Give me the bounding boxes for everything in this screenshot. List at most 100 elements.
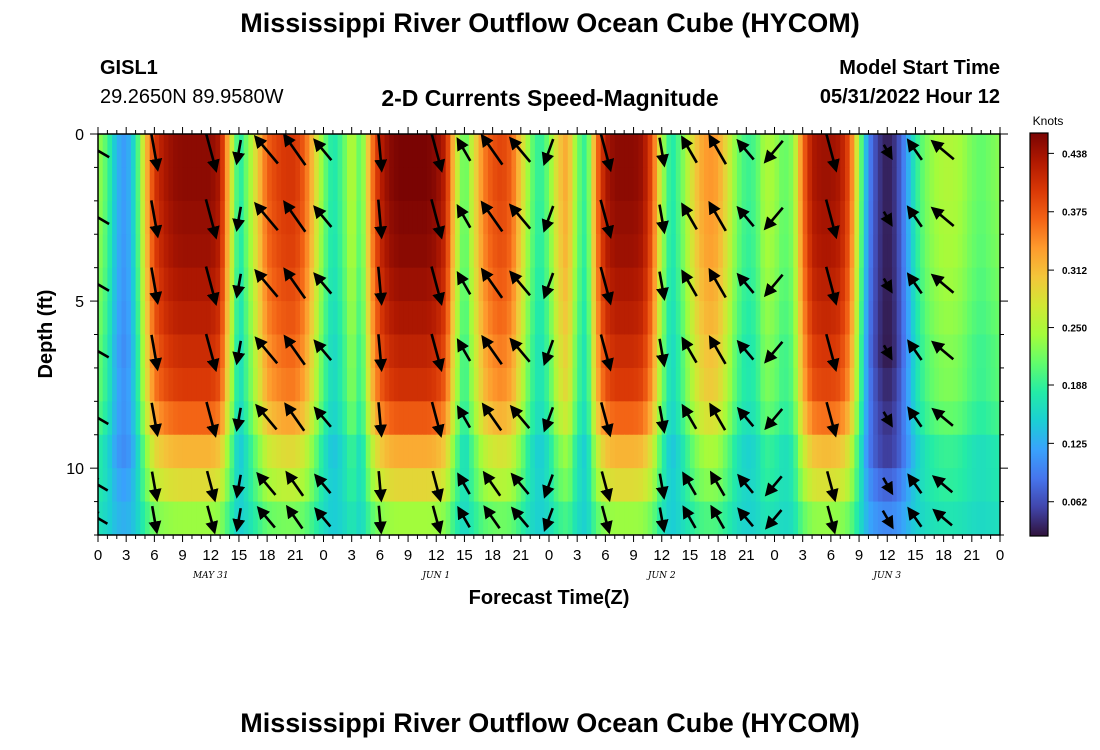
heatmap-cell — [337, 401, 343, 436]
heatmap-cell — [276, 200, 282, 235]
heatmap-cell — [163, 367, 170, 402]
heatmap-cell — [177, 167, 184, 202]
heatmap-cell — [732, 200, 738, 235]
heatmap-cell — [896, 401, 902, 436]
heatmap-cell — [628, 334, 635, 369]
heatmap-cell — [586, 234, 592, 269]
heatmap-cell — [502, 301, 508, 336]
heatmap-cell — [619, 401, 625, 436]
heatmap-cell — [154, 167, 160, 202]
x-day-label: JUN 3 — [871, 571, 901, 581]
heatmap-cell — [967, 200, 973, 235]
heatmap-cell — [628, 367, 635, 402]
heatmap-cell — [619, 167, 625, 202]
heatmap-cell — [553, 367, 559, 402]
heatmap-cell — [285, 401, 292, 436]
heatmap-cell — [967, 301, 973, 336]
heatmap-cell — [567, 134, 574, 169]
heatmap-cell — [624, 434, 630, 469]
heatmap-cell — [417, 434, 423, 469]
heatmap-cell — [412, 234, 419, 269]
heatmap-cell — [412, 434, 419, 469]
heatmap-cell — [840, 134, 846, 169]
heatmap-cell — [144, 200, 151, 235]
heatmap-cell — [346, 267, 353, 302]
heatmap-cell — [365, 267, 372, 302]
heatmap-cell — [967, 234, 973, 269]
heatmap-cell — [309, 401, 315, 436]
heatmap-cell — [666, 501, 672, 535]
heatmap-cell — [802, 434, 808, 469]
heatmap-cell — [558, 267, 564, 302]
heatmap-cell — [469, 267, 475, 302]
current-arrow — [881, 509, 894, 530]
heatmap-cell — [285, 468, 292, 503]
heatmap-cell — [652, 367, 658, 402]
heatmap-cell — [633, 434, 639, 469]
heatmap-cell — [159, 468, 165, 503]
heatmap-cell — [398, 434, 404, 469]
heatmap-cell — [248, 200, 254, 235]
heatmap-cell — [948, 334, 954, 369]
heatmap-cell — [962, 301, 968, 336]
current-arrow — [314, 507, 332, 528]
heatmap-cell — [774, 234, 780, 269]
heatmap-cell — [699, 367, 705, 402]
heatmap-cell — [253, 134, 259, 169]
heatmap-cell — [238, 501, 245, 535]
heatmap-cell — [210, 367, 217, 402]
current-arrow — [736, 138, 755, 161]
heatmap-cell — [642, 367, 649, 402]
heatmap-cell — [478, 468, 484, 503]
heatmap-cell — [159, 334, 165, 369]
heatmap-cell — [769, 367, 776, 402]
heatmap-cell — [765, 301, 771, 336]
heatmap-cell — [257, 301, 264, 336]
heatmap-cell — [342, 234, 348, 269]
heatmap-cell — [314, 334, 320, 369]
heatmap-cell — [943, 267, 949, 302]
heatmap-cell — [718, 434, 724, 469]
heatmap-cell — [694, 401, 700, 436]
heatmap-cell — [985, 401, 992, 436]
heatmap-cell — [168, 200, 174, 235]
heatmap-cell — [671, 134, 677, 169]
heatmap-cell — [812, 501, 818, 535]
current-vector-arrows — [98, 134, 955, 535]
heatmap-cell — [614, 134, 621, 169]
heatmap-cell — [253, 200, 259, 235]
heatmap-cell — [722, 367, 729, 402]
current-arrow — [880, 210, 893, 227]
heatmap-cell — [891, 501, 898, 535]
heatmap-cell — [962, 234, 968, 269]
heatmap-cell — [577, 267, 583, 302]
heatmap-cell — [751, 501, 757, 535]
current-arrow — [149, 334, 163, 372]
heatmap-cell — [177, 501, 184, 535]
heatmap-cell — [220, 134, 226, 169]
heatmap-cell — [285, 267, 292, 302]
heatmap-cell — [337, 267, 343, 302]
heatmap-cell — [718, 334, 724, 369]
heatmap-cell — [191, 468, 198, 503]
main-title: Mississippi River Outflow Ocean Cube (HY… — [240, 8, 860, 38]
heatmap-cell — [102, 401, 108, 436]
heatmap-cell — [647, 501, 653, 535]
heatmap-cell — [689, 200, 696, 235]
heatmap-cell — [591, 200, 597, 235]
heatmap-cell — [727, 367, 733, 402]
heatmap-cell — [990, 200, 996, 235]
heatmap-cell — [704, 234, 710, 269]
heatmap-cell — [967, 468, 973, 503]
heatmap-cell — [722, 434, 729, 469]
heatmap-cell — [948, 401, 954, 436]
current-arrow — [254, 268, 279, 298]
heatmap-cell — [337, 367, 343, 402]
heatmap-cell — [962, 134, 968, 169]
heatmap-cell — [140, 167, 146, 202]
heatmap-cell — [290, 167, 296, 202]
heatmap-cell — [891, 134, 898, 169]
heatmap-cell — [154, 267, 160, 302]
heatmap-cell — [365, 334, 372, 369]
heatmap-cell — [483, 301, 489, 336]
